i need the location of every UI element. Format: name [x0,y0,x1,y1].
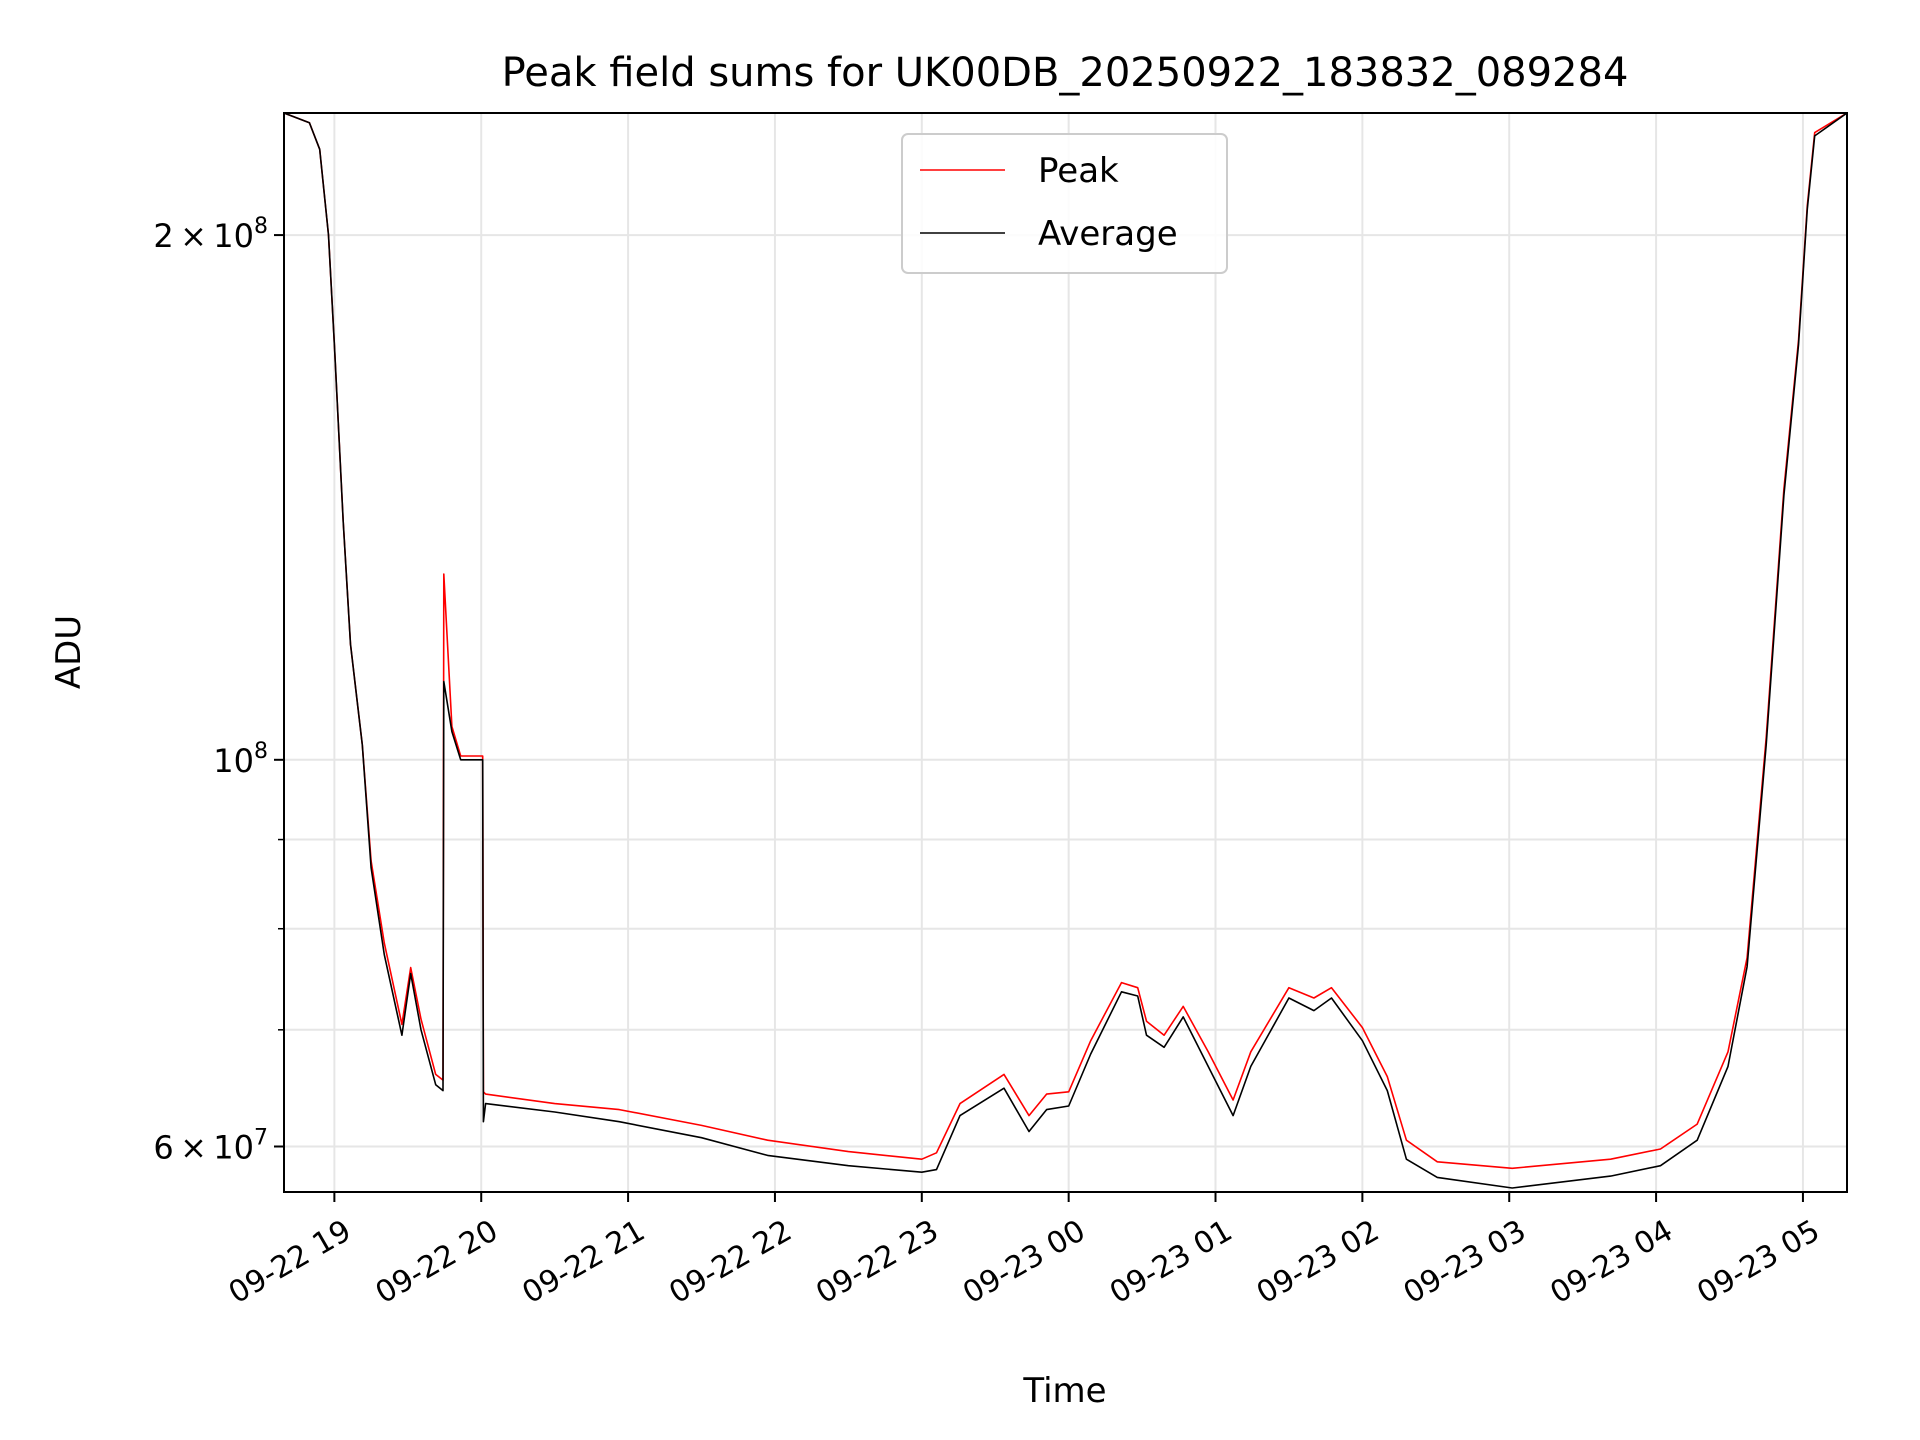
y-tick-label: 2 × 108 [153,214,268,255]
x-axis-label: Time [1022,1371,1106,1411]
y-tick-mantissa: 10 [213,742,254,780]
y-axis-label: ADU [49,615,89,689]
y-tick-exponent: 7 [254,1126,268,1151]
legend: Peak Average [901,133,1228,274]
y-tick-mantissa: 2 × 10 [153,217,254,255]
legend-box [901,133,1228,274]
legend-peak-label: Peak [1038,151,1119,191]
series-line-average [284,113,1847,1189]
chart-title: Peak field sums for UK00DB_20250922_1838… [502,50,1629,96]
plot-frame [283,112,1848,1193]
y-tick-label: 6 × 107 [153,1126,268,1167]
series-line-peak [284,113,1847,1170]
legend-average-label: Average [1038,214,1178,254]
y-tick-label: 108 [213,739,268,780]
y-tick-mantissa: 6 × 10 [153,1129,254,1167]
y-tick-exponent: 8 [254,739,268,764]
y-tick-exponent: 8 [254,214,268,239]
series-lines [284,113,1847,1189]
